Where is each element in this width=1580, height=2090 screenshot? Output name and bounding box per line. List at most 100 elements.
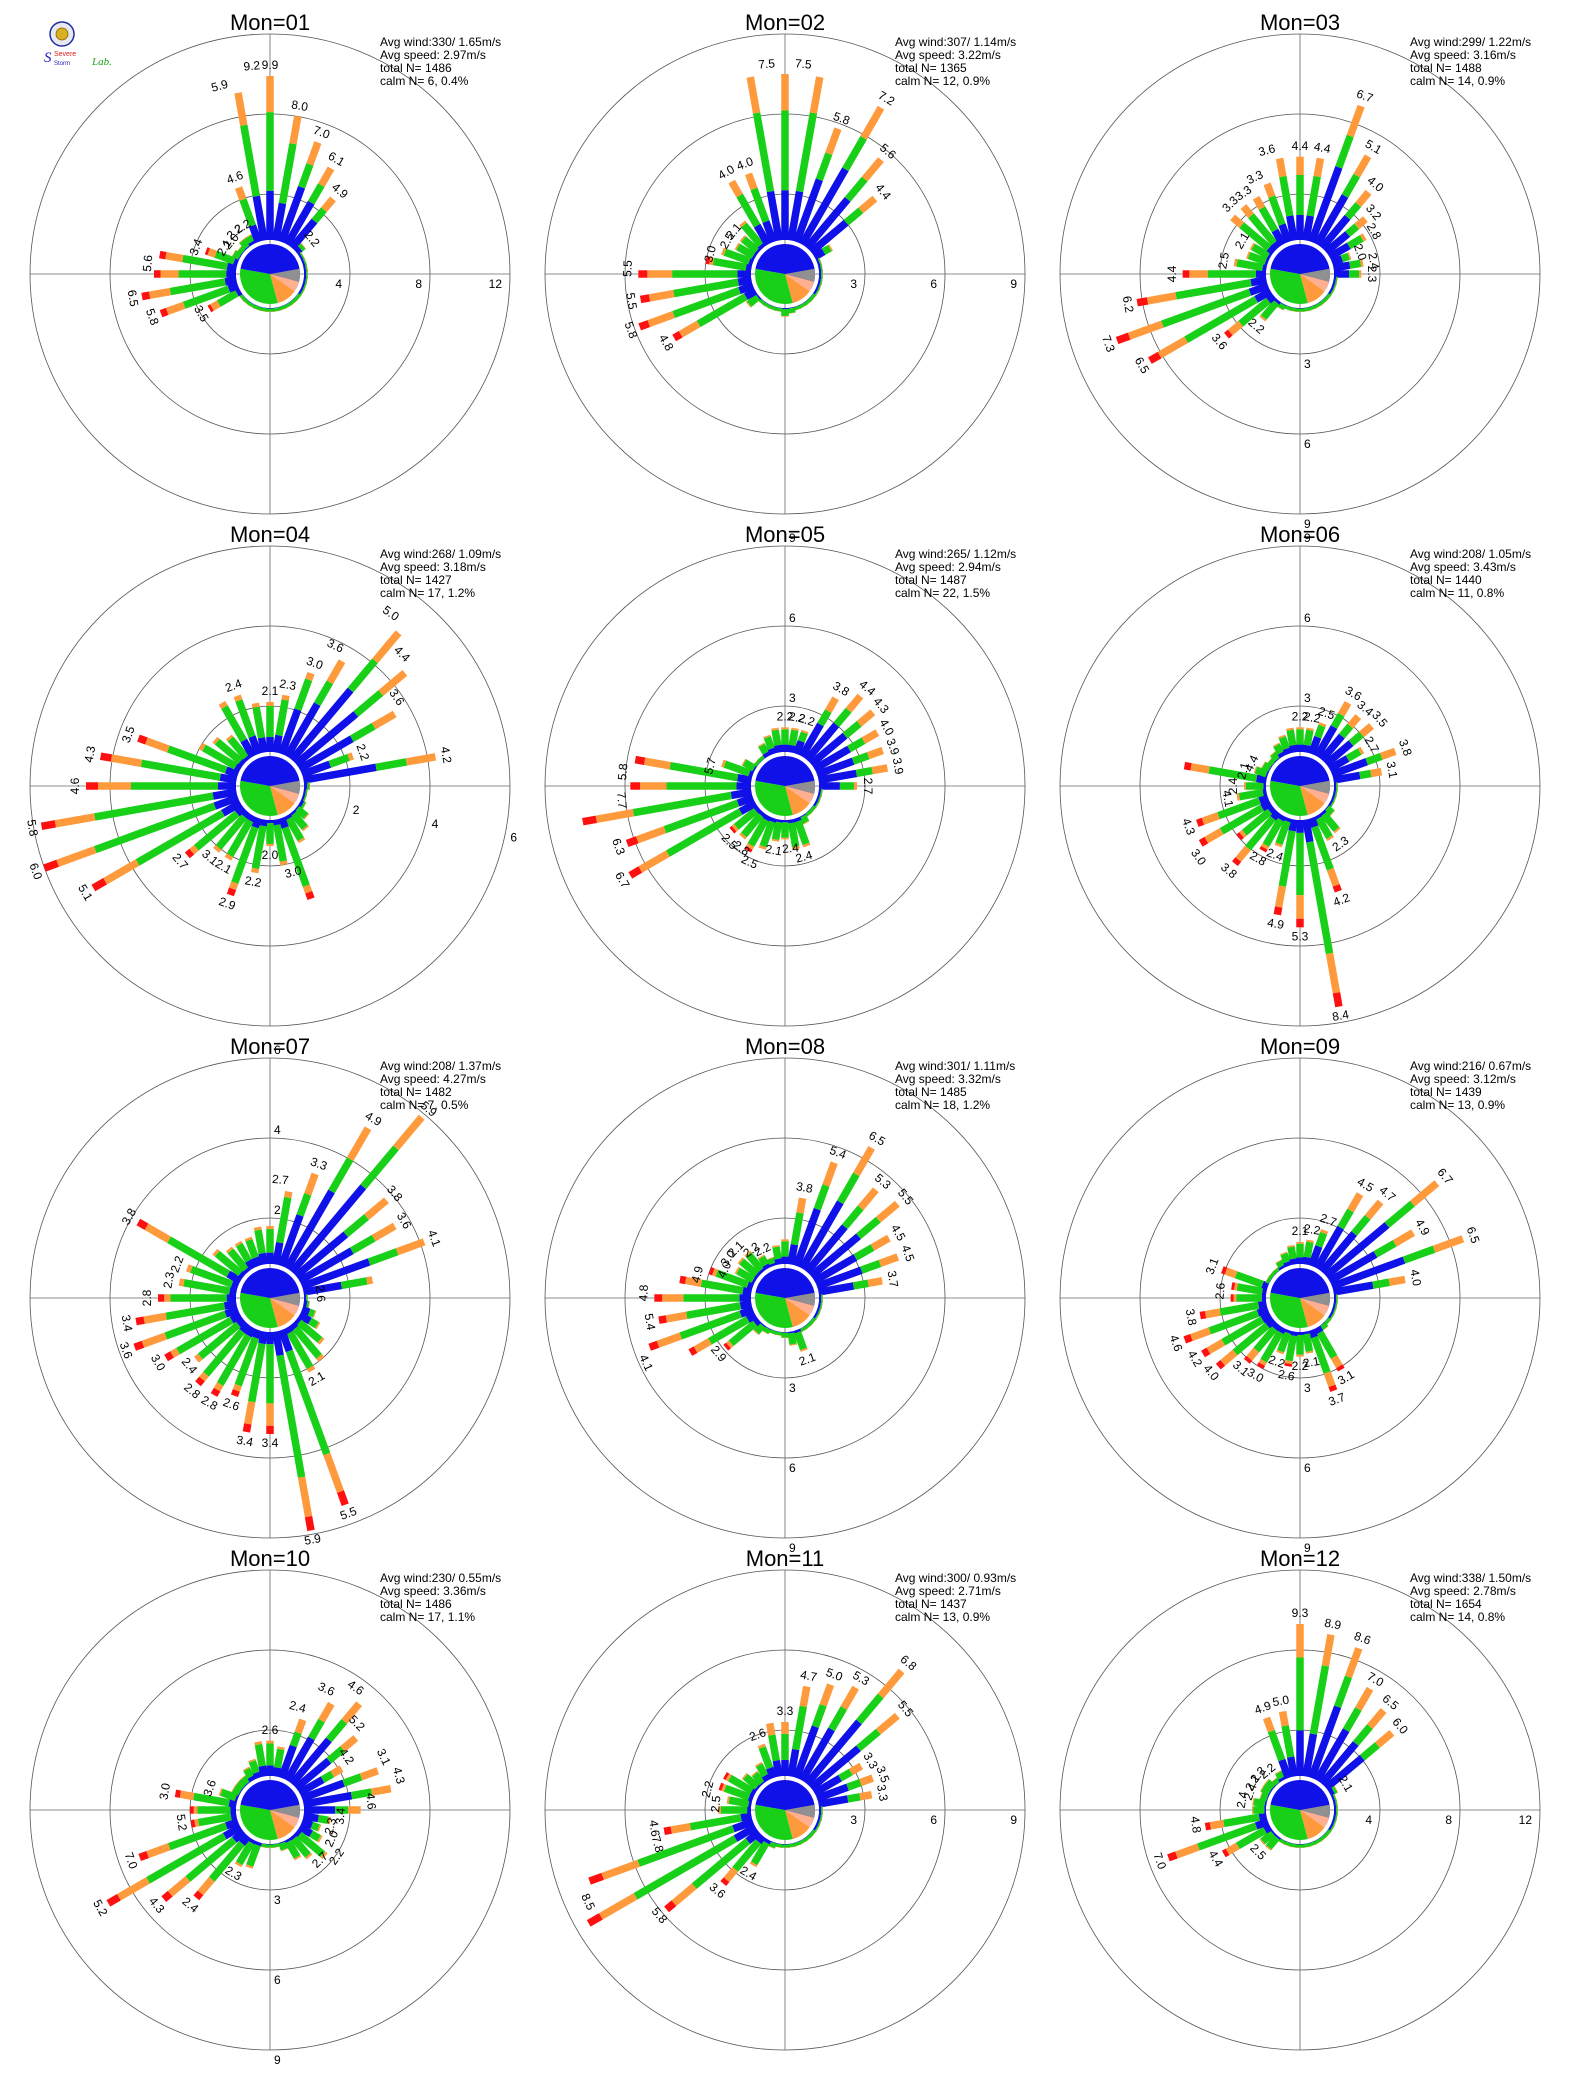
bar-segment xyxy=(817,709,832,727)
bar-value-label: 3.6 xyxy=(316,1679,337,1699)
bar-segment xyxy=(815,757,855,778)
bar-segment xyxy=(146,1843,171,1859)
bar-segment xyxy=(254,1743,266,1767)
bar-value-label: 4.3 xyxy=(1179,816,1198,837)
bar-segment xyxy=(251,867,260,874)
bar-segment xyxy=(1349,259,1362,269)
windrose-bar xyxy=(723,1316,762,1351)
windrose-bar xyxy=(239,1774,252,1787)
logo-s: S xyxy=(44,50,52,66)
windrose-bar xyxy=(272,115,302,242)
bar-segment xyxy=(768,1262,777,1268)
bar-value-label: 4.2 xyxy=(1331,890,1352,909)
stat-calm: calm N= 6, 0.4% xyxy=(380,74,469,88)
bar-segment xyxy=(278,1328,293,1353)
bar-segment xyxy=(753,1322,766,1335)
bar-segment xyxy=(1261,1280,1270,1290)
bar-segment xyxy=(1330,255,1344,266)
bar-segment xyxy=(811,1703,827,1728)
windrose-bar xyxy=(798,813,810,825)
bar-segment xyxy=(813,1184,830,1211)
bar-segment xyxy=(193,810,240,851)
bar-segment xyxy=(1351,1214,1371,1236)
bar-segment xyxy=(293,1855,302,1861)
bar-segment xyxy=(1308,1705,1342,1780)
bar-segment xyxy=(316,1354,325,1362)
bar-segment xyxy=(857,1187,879,1211)
bar-segment xyxy=(302,1281,343,1296)
bar-segment xyxy=(170,1347,180,1358)
bar-segment xyxy=(759,1321,767,1328)
windrose-bar xyxy=(1332,276,1339,285)
bar-segment xyxy=(289,298,298,306)
bar-segment xyxy=(1254,766,1268,778)
bar-value-label: 7.3 xyxy=(1099,333,1118,354)
windrose-bar xyxy=(141,276,238,301)
windrose-bar xyxy=(815,746,885,778)
bar-segment xyxy=(314,680,334,707)
bar-value-label: 4.0 xyxy=(715,1259,735,1280)
bar-segment xyxy=(747,817,769,847)
center-pie-slice xyxy=(270,786,295,815)
bar-segment xyxy=(736,794,755,807)
bar-segment xyxy=(721,247,727,256)
bar-segment xyxy=(278,1841,288,1851)
bar-value-label: 8.4 xyxy=(1331,1007,1350,1024)
bar-segment xyxy=(235,1242,252,1263)
bar-segment xyxy=(240,1775,251,1786)
ring-label: 6 xyxy=(930,277,937,291)
bar-segment xyxy=(1384,1200,1415,1228)
windrose-bar xyxy=(808,1316,817,1326)
bar-segment xyxy=(736,773,753,784)
bar-segment xyxy=(212,1248,220,1257)
bar-segment xyxy=(1318,1741,1359,1787)
bar-value-label: 3.7 xyxy=(884,1270,901,1289)
bar-segment xyxy=(186,1264,193,1273)
windrose-bar xyxy=(1330,1793,1337,1802)
stat-avg-wind: Avg wind:307/ 1.14m/s xyxy=(895,35,1016,49)
bar-segment xyxy=(272,307,281,312)
bar-segment xyxy=(625,836,639,847)
bar-segment xyxy=(285,816,305,842)
bar-segment xyxy=(1244,815,1276,851)
bar-segment xyxy=(797,731,808,743)
windrose-bar xyxy=(817,263,824,272)
bar-segment xyxy=(804,1322,813,1330)
bar-segment xyxy=(302,257,307,266)
bar-segment xyxy=(639,294,651,304)
windrose-bar xyxy=(1274,1770,1287,1783)
windrose-bar xyxy=(798,1146,875,1271)
bar-segment xyxy=(842,720,862,739)
bar-segment xyxy=(207,248,217,258)
windrose-bar xyxy=(1313,1192,1364,1271)
windrose-bar xyxy=(1308,722,1327,756)
bar-segment xyxy=(812,1254,858,1285)
bar-value-label: 2.7 xyxy=(861,778,875,795)
windrose-bar xyxy=(231,249,243,261)
bar-segment xyxy=(224,766,240,778)
bar-value-label: 2.4 xyxy=(288,1698,308,1716)
bar-segment xyxy=(751,252,758,261)
bar-segment xyxy=(757,809,767,818)
bar-segment xyxy=(685,1276,703,1287)
bar-segment xyxy=(1260,1330,1284,1363)
bar-segment xyxy=(746,1280,755,1290)
bar-segment xyxy=(1289,744,1298,754)
bar-value-label: 4.2 xyxy=(438,746,455,765)
bar-segment xyxy=(194,1353,203,1363)
center-pie-slice xyxy=(1270,1292,1308,1328)
bar-segment xyxy=(232,1383,242,1392)
windrose-svg: Mon=023 6 97.5 7.55.87.25.64.44.85.85.55.53… xyxy=(544,10,1026,515)
bar-value-label: 8.9 xyxy=(1323,1616,1342,1633)
windrose-bar xyxy=(233,694,262,756)
windrose-bar xyxy=(302,263,309,272)
bar-segment xyxy=(755,292,762,300)
bar-segment xyxy=(1221,1848,1230,1858)
windrose-bar xyxy=(798,1837,808,1845)
windrose-bar xyxy=(212,736,247,768)
windrose-bar xyxy=(1327,1229,1416,1285)
bar-segment xyxy=(165,301,186,315)
bar-value-label: 4.3 xyxy=(870,694,892,716)
stat-calm: calm N= 11, 0.8% xyxy=(1410,586,1504,600)
bar-segment xyxy=(144,1223,171,1243)
